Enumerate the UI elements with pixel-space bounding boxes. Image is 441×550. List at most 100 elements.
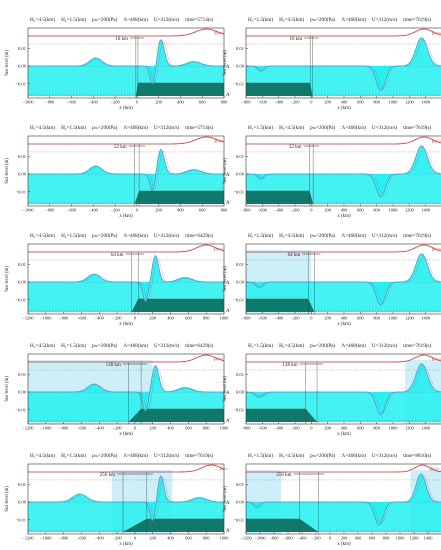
x-tick-label: 400 [177,100,184,105]
header-item: H₂=4.5(km) [279,124,304,131]
distance-label: 128 km [282,363,297,368]
y-tick-label: 0.01 [18,262,27,267]
y-tick-label: 0.01 [18,46,27,51]
wave-fill [246,253,441,305]
y-tick-label: −0.01 [15,81,26,86]
header-item: H₂=4.5(km) [279,232,304,239]
x-tick-label: 400 [167,536,174,541]
x-tick-label: 0 [310,426,313,431]
header-item: H₂=1.5(km) [61,452,86,459]
x-tick-label: −400 [274,426,284,431]
y-tick-label: −0.01 [233,517,244,522]
x-tick-label: 1000 [220,316,230,321]
header-item: H₂=1.5(km) [61,232,86,239]
y-axis-label: Sea level (m) [223,50,228,76]
x-tick-label: 0 [136,208,139,213]
x-tick-label: −1000 [22,208,34,213]
header-item: time=7619(s) [185,452,213,459]
header-item: H₁=4.5(km) [30,452,55,459]
x-tick-label: 0 [329,536,332,541]
panel-header: H₁=1.5(km) H₂=4.5(km) pₘ=200(Pa) Λ=468(km) U… [248,16,432,23]
x-tick-label: −600 [258,316,268,321]
marker-A-prime: A′ [226,419,231,424]
x-tick-label: 1400 [424,536,434,541]
y-tick-label: −0.01 [15,297,26,302]
x-tick-label: −200 [290,208,300,213]
header-item: Λ=468(km) [123,232,148,239]
x-tick-label: −600 [258,426,268,431]
y-tick-label: −0.01 [233,297,244,302]
x-tick-label: 800 [373,316,380,321]
x-axis-label: x (km) [119,214,133,219]
x-tick-label: 200 [324,208,331,213]
header-item: U=312(m/s) [372,342,398,349]
y-axis-label: Sea level (m) [5,376,10,402]
header-item: Λ=468(km) [123,452,148,459]
x-tick-label: 600 [369,536,376,541]
distance-label: 256 km [276,473,291,478]
marker-A-prime: A′ [226,529,231,534]
pressure-label: pₐₜₘ [431,247,441,252]
y-tick-label: 0.00 [236,390,245,395]
panel-header: H₁=1.5(km) H₂=4.5(km) pₘ=200(Pa) Λ=468(km) U… [248,452,432,459]
x-tick-label: 600 [185,316,192,321]
panel-header: H₁=4.5(km) H₂=1.5(km) pₘ=200(Pa) Λ=468(km) U… [30,342,214,349]
x-tick-label: −200 [111,208,121,213]
x-tick-label: −800 [241,100,251,105]
y-tick-label: 0.00 [18,172,27,177]
panel-L2: H₁=4.5(km) H₂=1.5(km) pₘ=200(Pa) Λ=468(km) U… [5,124,231,219]
pressure-curve [246,464,441,473]
continental-shelf [246,408,318,422]
header-item: H₁=1.5(km) [248,16,273,23]
pressure-label: pₐₜₘ [214,139,224,144]
axes-frame [27,27,225,99]
distance-label: 64 km [111,253,124,258]
x-tick-label: 600 [357,316,364,321]
x-tick-label: 1400 [421,100,431,105]
x-tick-label: 800 [373,100,380,105]
wave-curve [28,255,224,302]
x-tick-label: 600 [357,426,364,431]
y-tick-label: 0.01 [236,482,245,487]
x-tick-label: −800 [241,208,251,213]
header-item: time=8810(s) [403,452,431,459]
x-tick-label: 600 [357,208,364,213]
x-tick-label: 1000 [396,536,406,541]
continental-shelf [131,298,224,312]
wave-curve [246,37,441,92]
panel-L3: H₁=4.5(km) H₂=1.5(km) pₘ=200(Pa) Λ=468(km) U… [5,232,231,327]
pressure-label: pₐₜₘ [213,357,223,362]
x-tick-label: 1200 [405,316,415,321]
pressure-curve [246,244,441,253]
y-tick-label: 0.00 [18,64,27,69]
x-tick-label: 0 [134,426,137,431]
panel-header: H₁=1.5(km) H₂=4.5(km) pₘ=200(Pa) Λ=468(km) U… [248,232,432,239]
header-item: H₁=4.5(km) [30,16,55,23]
header-item: time=7619(s) [403,124,431,131]
y-tick-label: 0.00 [236,500,245,505]
x-tick-label: 400 [341,100,348,105]
y-axis-label: Sea level (m) [5,266,10,292]
x-tick-label: 800 [203,426,210,431]
x-tick-label: −400 [95,426,105,431]
y-axis-label: Sea level (m) [5,486,10,512]
panel-R4: H₁=1.5(km) H₂=4.5(km) pₘ=200(Pa) Λ=468(km) U… [223,342,441,437]
header-item: U=312(m/s) [154,232,180,239]
x-tick-label: −1200 [22,426,34,431]
x-tick-label: 0 [134,316,137,321]
distance-label: 128 km [106,363,121,368]
pressure-curve [28,244,225,253]
marker-A-prime: A′ [226,309,231,314]
pressure-curve [246,136,441,145]
x-tick-label: −1200 [22,536,34,541]
continental-shelf [246,190,314,204]
distance-label: 16 km [115,37,128,42]
x-tick-label: −600 [77,426,87,431]
header-item: time=7619(s) [403,232,431,239]
pressure-curve [246,354,441,363]
panel-R5: H₁=1.5(km) H₂=4.5(km) pₘ=200(Pa) Λ=468(km) U… [223,452,441,547]
header-item: U=312(m/s) [154,452,180,459]
x-tick-label: −200 [111,100,121,105]
x-tick-label: 0 [310,100,313,105]
y-tick-label: 0.01 [236,46,245,51]
